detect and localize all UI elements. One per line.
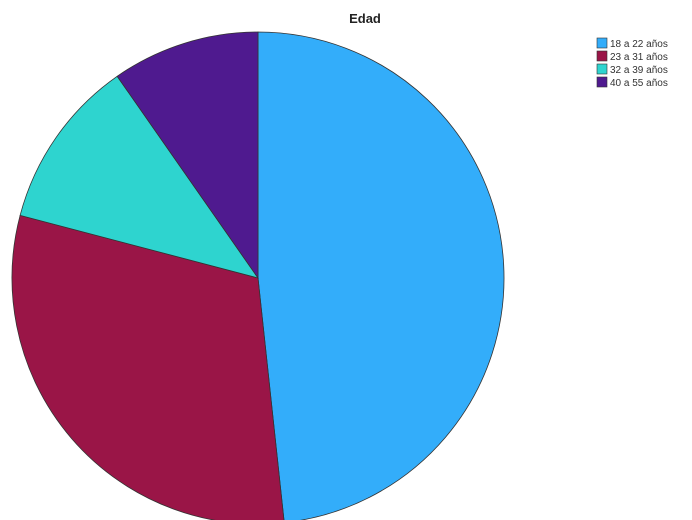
legend-item-4: 40 a 55 años: [596, 76, 668, 89]
legend-item-1: 18 a 22 años: [596, 37, 668, 50]
legend-label: 32 a 39 años: [610, 65, 668, 76]
legend-swatch: [596, 76, 608, 88]
legend: 18 a 22 años 23 a 31 años 32 a 39 años 40 a…: [596, 37, 668, 89]
chart-title: Edad: [349, 11, 381, 26]
legend-swatch: [596, 37, 608, 49]
pie-slice-4: [116, 31, 259, 280]
legend-label: 23 a 31 años: [610, 52, 668, 63]
legend-swatch: [596, 50, 608, 62]
pie-slice-2: [11, 214, 285, 520]
pie-slice-3: [19, 75, 259, 279]
legend-item-2: 23 a 31 años: [596, 50, 668, 63]
pie-slice-1: [257, 31, 505, 520]
legend-item-3: 32 a 39 años: [596, 63, 668, 76]
legend-swatch: [596, 63, 608, 75]
legend-label: 40 a 55 años: [610, 78, 668, 89]
pie-slices: [11, 31, 505, 520]
legend-label: 18 a 22 años: [610, 39, 668, 50]
